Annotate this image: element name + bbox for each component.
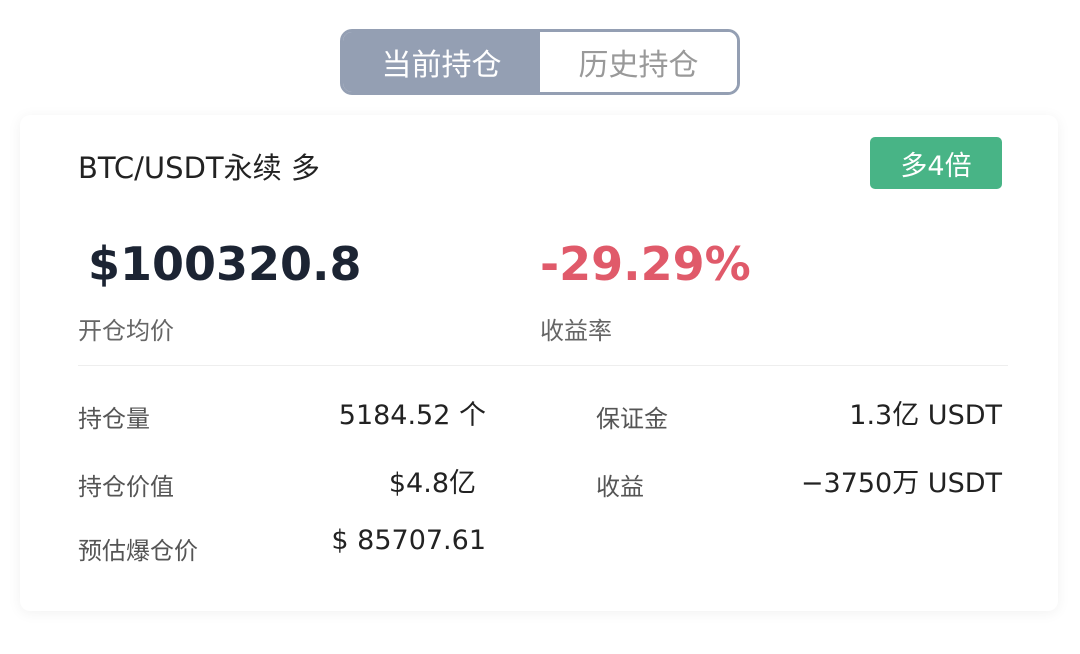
- entry-price: $100320.8: [88, 237, 362, 291]
- tab-history-positions[interactable]: 历史持仓: [540, 32, 737, 92]
- tab-current-positions[interactable]: 当前持仓: [343, 32, 540, 92]
- divider: [78, 365, 1008, 366]
- value-label: 持仓价值: [78, 473, 174, 501]
- pnl-label: 收益: [596, 473, 644, 501]
- position-tabs: 当前持仓 历史持仓: [340, 29, 740, 95]
- margin-label: 保证金: [596, 405, 668, 433]
- leverage-badge: 多4倍: [870, 137, 1002, 189]
- position-title: BTC/USDT永续 多: [78, 151, 320, 185]
- roi-value: -29.29%: [540, 237, 751, 291]
- pnl-value: −3750万 USDT: [800, 468, 1002, 499]
- value-value: $4.8亿: [388, 468, 476, 499]
- position-card: BTC/USDT永续 多 多4倍 $100320.8 开仓均价 -29.29% …: [20, 115, 1058, 611]
- liq-label: 预估爆仓价: [78, 537, 198, 565]
- size-label: 持仓量: [78, 405, 150, 433]
- size-value: 5184.52 个: [338, 400, 486, 431]
- margin-value: 1.3亿 USDT: [849, 400, 1002, 431]
- liq-value: $ 85707.61: [331, 525, 486, 556]
- entry-price-label: 开仓均价: [78, 317, 174, 345]
- roi-label: 收益率: [540, 317, 612, 345]
